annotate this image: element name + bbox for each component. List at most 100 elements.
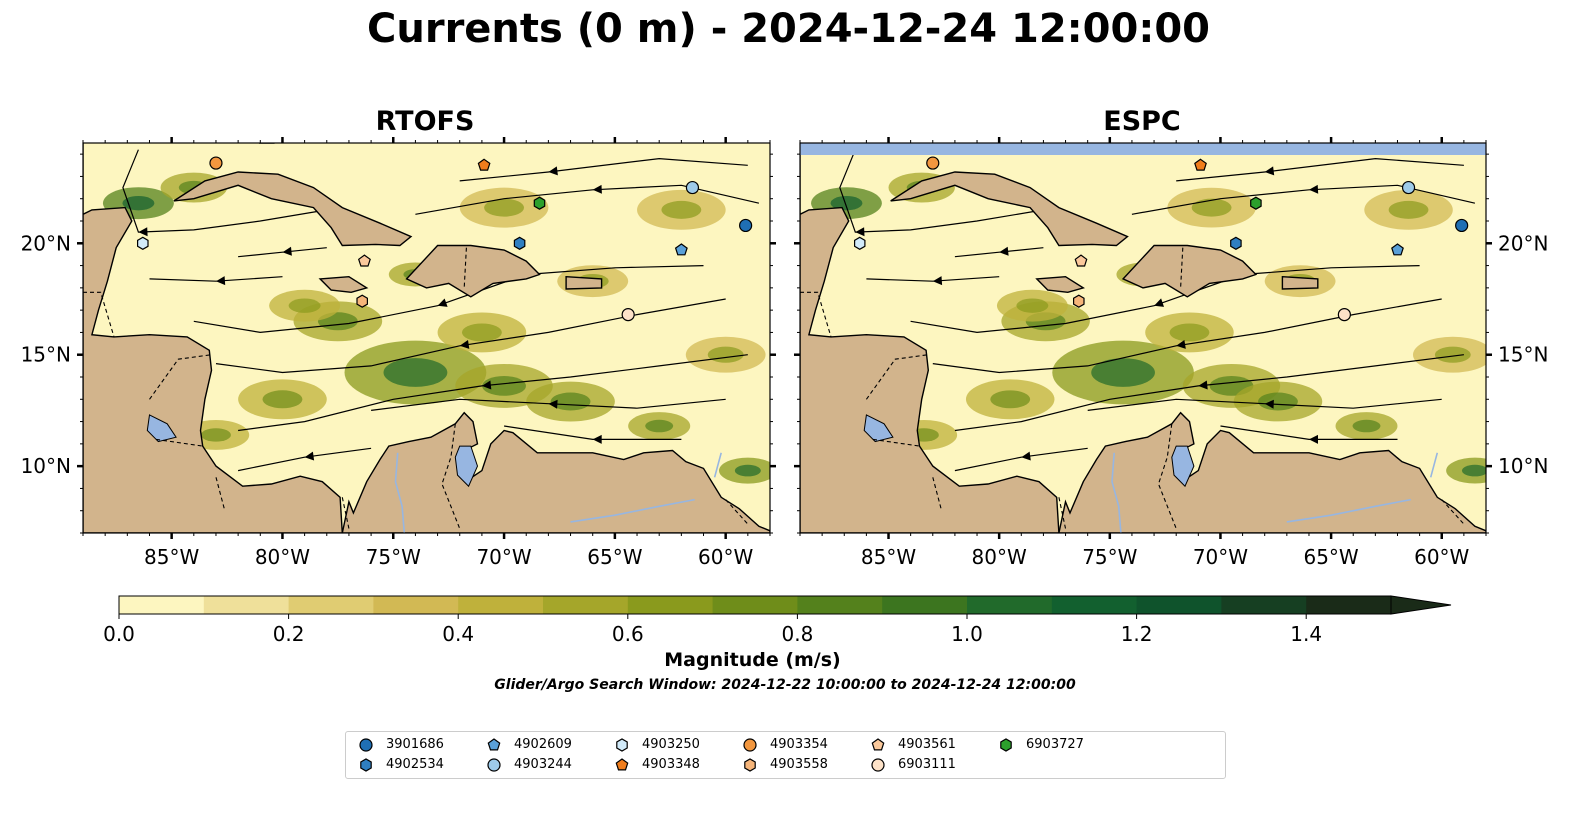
- legend-label: 4903250: [642, 737, 700, 752]
- colorbar-frame: [118, 595, 1392, 615]
- lon-tick-label: 70°W: [1193, 545, 1248, 569]
- lon-tick-label: 70°W: [476, 545, 531, 569]
- map-frame: [799, 142, 1487, 534]
- legend-marker-icon: [616, 738, 628, 752]
- float-marker-4903250: [853, 236, 866, 250]
- country-border: [800, 291, 832, 338]
- colorbar-tick-label: 0.4: [442, 622, 474, 646]
- legend-marker-icon: [487, 758, 501, 772]
- colorbar-segment: [288, 596, 374, 614]
- lon-tick-label: 75°W: [366, 545, 421, 569]
- lake: [454, 445, 479, 488]
- no-data-band: [800, 143, 1486, 155]
- float-marker-4902609: [674, 243, 688, 256]
- float-marker-6903111: [1337, 308, 1351, 322]
- lat-tick-label: 15°N: [1498, 343, 1548, 367]
- lake: [863, 414, 894, 443]
- float-marker-4903348: [477, 158, 491, 171]
- current-magnitude-core: [1461, 464, 1486, 477]
- float-marker-4903244: [1401, 180, 1416, 195]
- legend-marker-icon: [360, 758, 372, 772]
- land-mass: [83, 143, 344, 533]
- river: [570, 498, 695, 523]
- float-marker-4903250: [137, 236, 149, 250]
- float-marker-4902534: [1230, 236, 1242, 250]
- land-mass: [405, 244, 541, 298]
- country-border: [83, 291, 115, 338]
- float-marker-4903348: [1194, 158, 1207, 171]
- current-magnitude-core: [383, 358, 448, 387]
- land-mass: [565, 275, 603, 290]
- colorbar-tick-label: 1.0: [951, 622, 983, 646]
- float-marker-6903111: [621, 308, 635, 322]
- streamline-arrow: [1176, 340, 1186, 349]
- legend-marker-shape: [744, 758, 756, 772]
- streamline-arrow: [481, 380, 492, 390]
- legend-marker-shape: [871, 758, 885, 772]
- legend-label: 4903348: [642, 757, 700, 772]
- colorbar-extend-arrow: [1390, 595, 1452, 615]
- land-mass: [318, 275, 369, 294]
- espc-map-panel: 85°W 80°W 75°W 70°W 65°W 60°W 20°N 15°N 10°N: [794, 137, 1548, 569]
- colorbar-label: Magnitude (m/s): [664, 649, 841, 671]
- float-marker-4903558: [1072, 294, 1085, 308]
- colorbar-segment: [712, 596, 798, 614]
- land-mass: [258, 143, 275, 144]
- legend-label: 4903244: [514, 757, 572, 772]
- country-border: [1157, 423, 1177, 529]
- rtofs-map-panel: 85°W 80°W 75°W 70°W 65°W 60°W 20°N 15°N 10°N: [21, 137, 776, 569]
- legend-marker-shape: [871, 738, 885, 751]
- lon-tick-label: 80°W: [972, 545, 1027, 569]
- legend-label: 6903111: [898, 757, 956, 772]
- colorbar-segment: [967, 596, 1053, 614]
- lat-tick-label: 10°N: [21, 454, 71, 478]
- lon-tick-label: 60°W: [1414, 545, 1469, 569]
- current-magnitude-core: [484, 198, 525, 217]
- lat-tick-label: 10°N: [1498, 454, 1548, 478]
- lake: [1171, 445, 1195, 488]
- search-window-text: Glider/Argo Search Window: 2024-12-22 10…: [494, 677, 1076, 693]
- streamline-arrow: [592, 434, 602, 444]
- streamline-arrow: [1264, 166, 1275, 176]
- streamline: [1176, 157, 1464, 182]
- lon-tick-label: 65°W: [1303, 545, 1358, 569]
- float-marker-4902609: [1391, 243, 1404, 256]
- streamline-arrow: [1309, 184, 1319, 194]
- country-border: [156, 438, 203, 447]
- streamline-arrow: [1264, 399, 1274, 409]
- country-border: [865, 354, 929, 400]
- panel-title-espc: ESPC: [1103, 106, 1181, 137]
- river: [1429, 452, 1439, 478]
- legend-marker-shape: [1000, 738, 1012, 752]
- legend-marker-shape: [616, 738, 628, 752]
- colorbar-segment: [458, 596, 544, 614]
- streamline-arrow: [999, 246, 1009, 256]
- current-magnitude-core: [1191, 198, 1232, 217]
- colorbar-tick-label: 0.6: [612, 622, 644, 646]
- streamline-arrow: [548, 399, 558, 409]
- river: [713, 452, 722, 478]
- lon-tick-label: 85°W: [861, 545, 916, 569]
- country-border: [149, 354, 212, 400]
- colorbar-tick-label: 1.2: [1121, 622, 1153, 646]
- country-border: [725, 499, 749, 525]
- river: [394, 452, 406, 533]
- colorbar-segment: [373, 596, 459, 614]
- current-magnitude-core: [1388, 200, 1429, 219]
- land-mass: [1058, 411, 1486, 533]
- lat-tick-label: 15°N: [21, 343, 71, 367]
- streamline-arrow: [592, 184, 602, 194]
- streamline-arrow: [1198, 380, 1208, 390]
- colorbar-segment: [1306, 596, 1392, 614]
- colorbar-segment: [1051, 596, 1138, 614]
- legend-label: 3901686: [386, 737, 444, 752]
- current-magnitude-core: [122, 195, 155, 211]
- legend-label: 6903727: [1026, 737, 1084, 752]
- country-border: [215, 477, 226, 511]
- streamline-arrow: [855, 227, 865, 237]
- colorbar-tick-label: 1.4: [1290, 622, 1322, 646]
- legend-marker-icon: [359, 738, 373, 752]
- streamline-arrow: [138, 227, 148, 237]
- land-mass: [975, 143, 992, 144]
